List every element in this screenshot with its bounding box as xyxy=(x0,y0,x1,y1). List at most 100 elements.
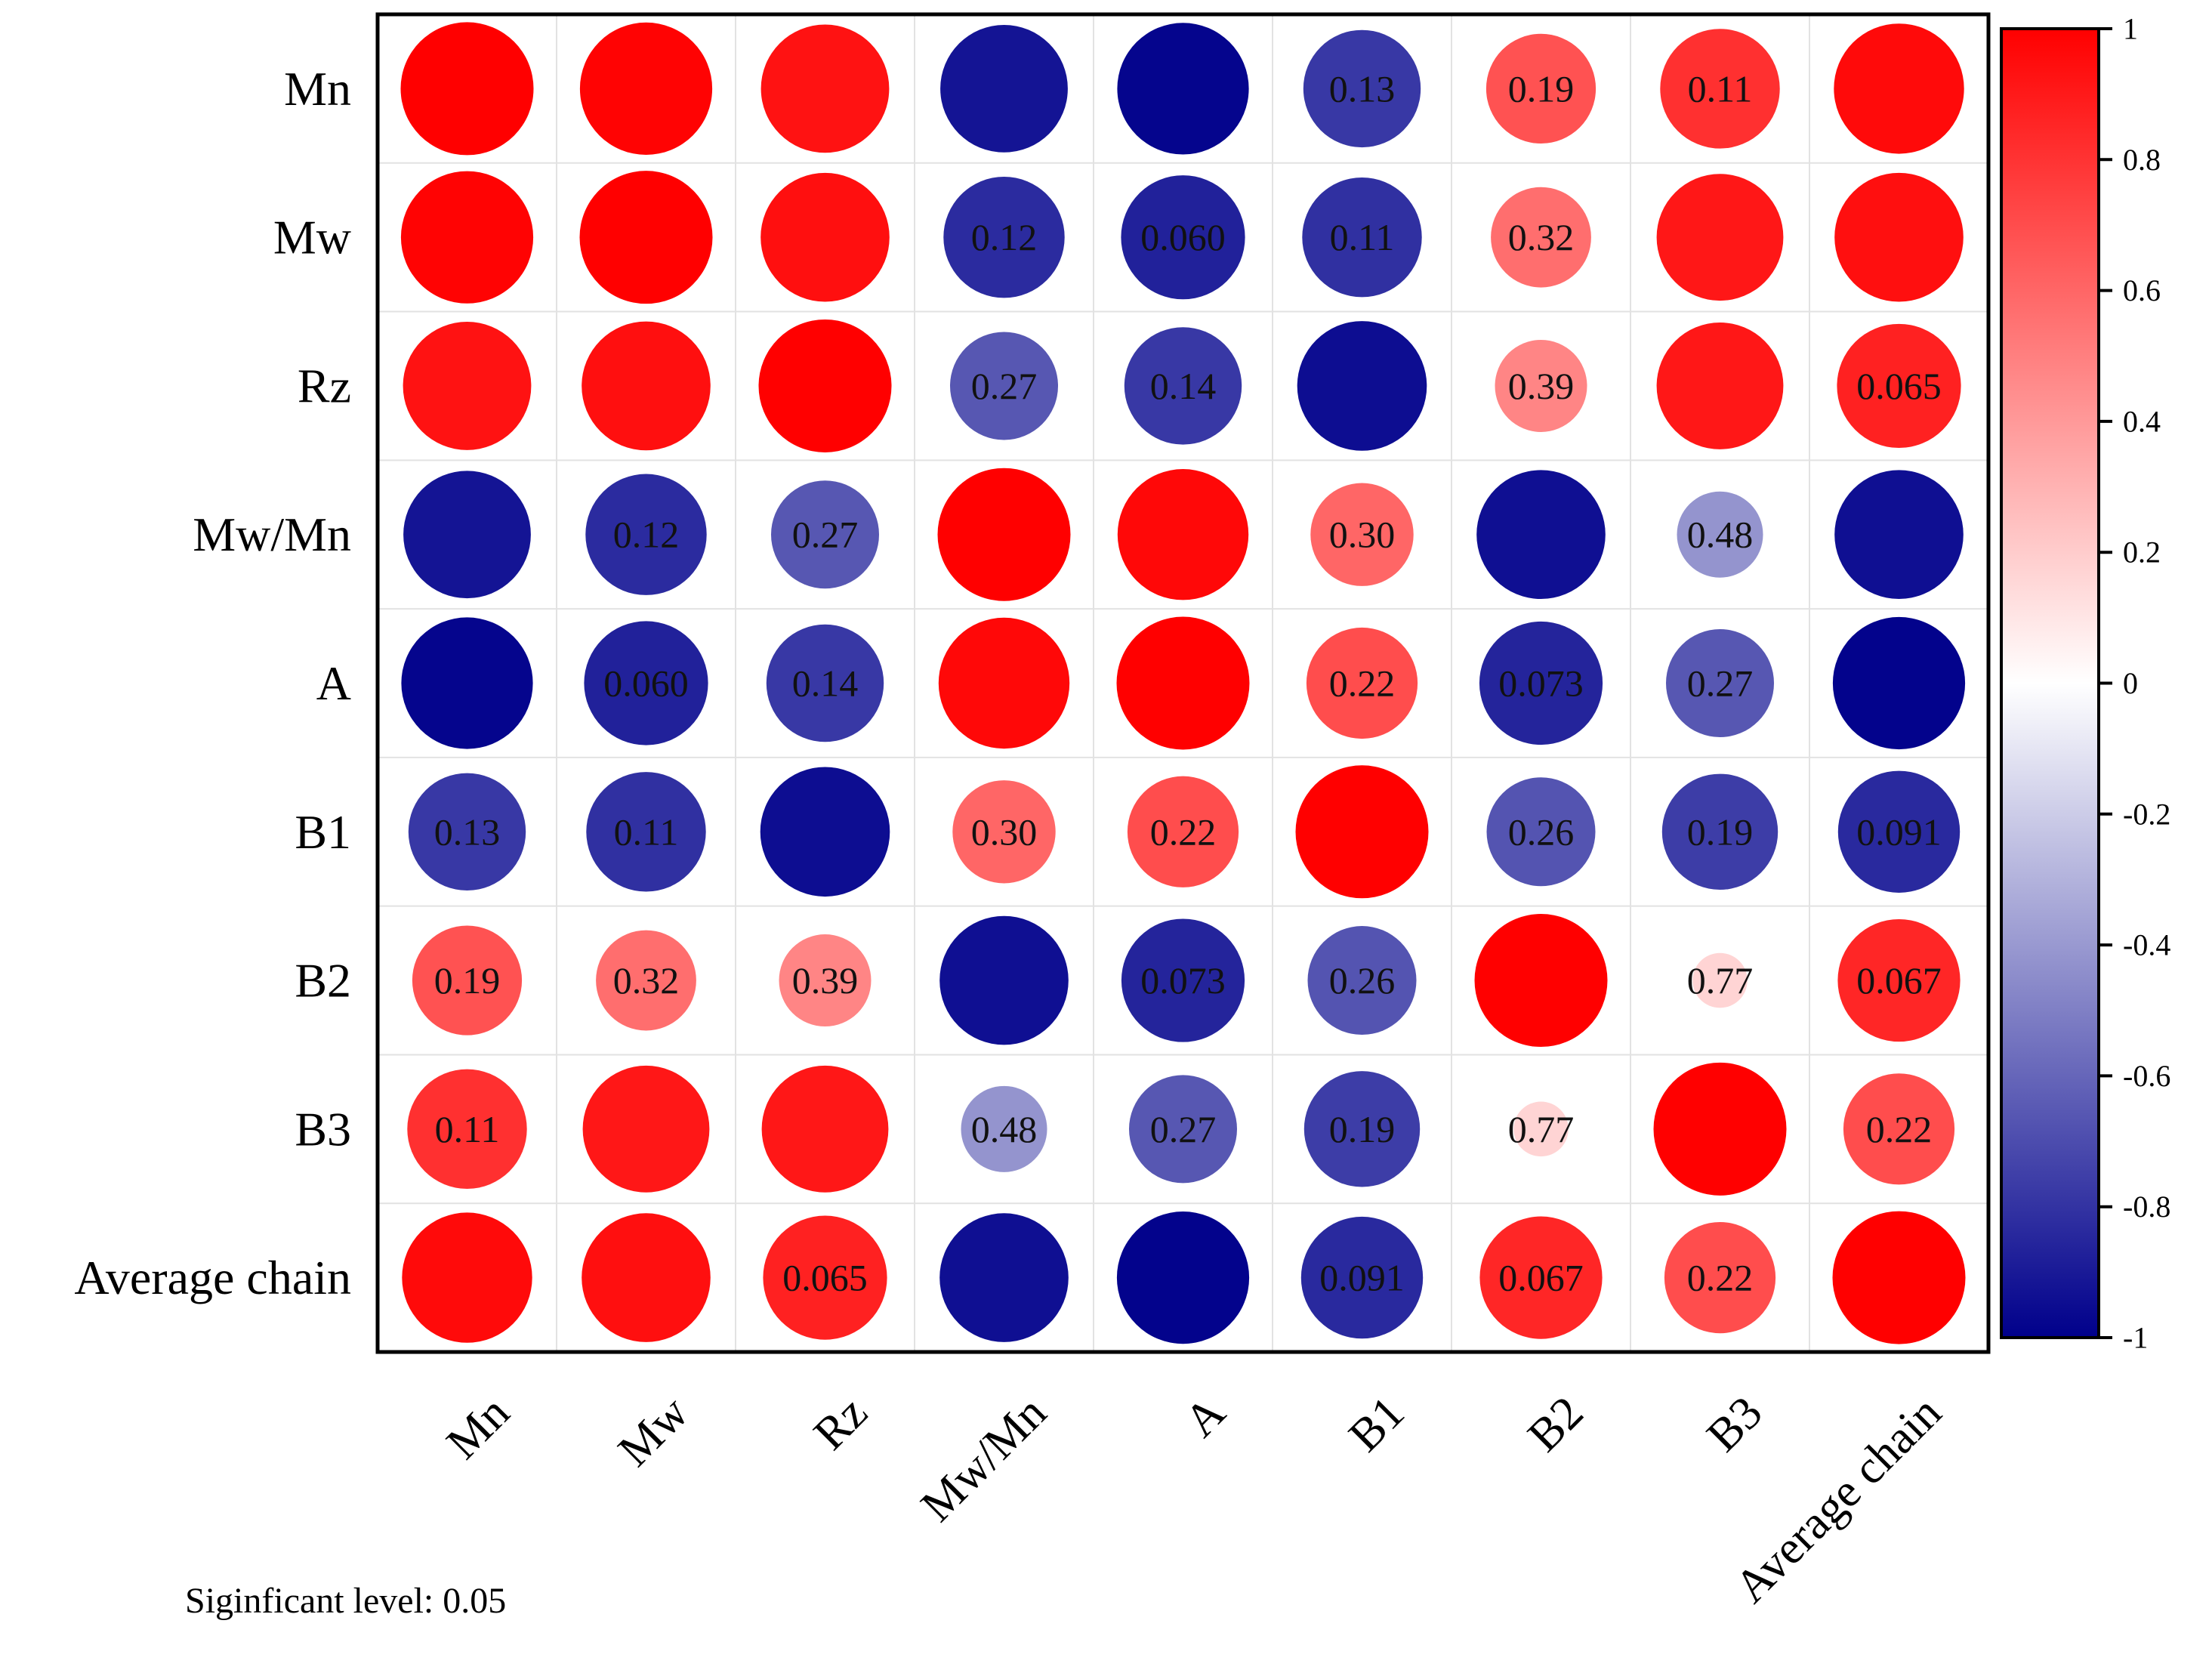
correlation-circle xyxy=(1837,918,1961,1042)
p-value-label: 0.22 xyxy=(1329,662,1396,705)
column-label: B3 xyxy=(1697,1387,1772,1461)
correlation-circle xyxy=(1843,1073,1955,1185)
correlation-circle xyxy=(1306,627,1418,739)
p-value-label: 0.27 xyxy=(792,514,859,556)
p-value-label: 0.067 xyxy=(1498,1257,1584,1299)
correlation-circle xyxy=(1692,952,1748,1008)
significance-note: Siginficant level: 0.05 xyxy=(185,1581,506,1621)
colorbar-tick-label: 0.6 xyxy=(2123,273,2161,307)
row-label: A xyxy=(316,656,351,710)
correlation-circle xyxy=(1117,469,1249,600)
correlation-circle xyxy=(771,480,879,589)
colorbar-tick-label: -0.4 xyxy=(2123,928,2170,962)
p-value-label: 0.067 xyxy=(1856,959,1942,1002)
correlation-circle xyxy=(1660,29,1780,149)
correlation-circle xyxy=(760,172,890,302)
correlation-circle xyxy=(401,617,533,749)
p-value-label: 0.19 xyxy=(1687,810,1754,853)
p-value-label: 0.19 xyxy=(434,959,501,1002)
correlation-circle xyxy=(1121,175,1245,300)
colorbar-tick-label: 0.8 xyxy=(2123,143,2161,177)
correlation-circle xyxy=(1303,29,1421,148)
correlation-circle xyxy=(1129,1075,1237,1184)
row-label: Mn xyxy=(284,62,351,116)
correlation-circle xyxy=(579,22,713,155)
p-value-label: 0.77 xyxy=(1508,1108,1575,1150)
correlation-circle xyxy=(950,332,1058,440)
correlation-circle xyxy=(1834,23,1964,154)
colorbar-tick-label: -0.2 xyxy=(2123,797,2170,831)
p-value-label: 0.065 xyxy=(1856,365,1942,407)
correlation-circle xyxy=(596,930,696,1031)
correlation-circle xyxy=(400,171,534,304)
correlation-circle xyxy=(1307,926,1417,1036)
correlation-circle xyxy=(400,22,534,156)
correlation-circle xyxy=(1297,321,1427,451)
correlation-circle xyxy=(937,468,1071,601)
p-value-label: 0.22 xyxy=(1866,1108,1933,1150)
correlation-circle xyxy=(407,1069,527,1190)
correlation-circle xyxy=(1295,765,1429,899)
p-value-label: 0.27 xyxy=(1150,1108,1217,1150)
p-value-label: 0.27 xyxy=(971,365,1038,407)
correlation-circle xyxy=(403,471,531,599)
p-value-label: 0.39 xyxy=(792,959,859,1002)
correlation-circle xyxy=(1310,483,1414,586)
p-value-label: 0.48 xyxy=(971,1108,1038,1150)
colorbar-tick-label: 0.4 xyxy=(2123,404,2161,438)
row-labels: Mn Mw Rz Mw/Mn A B1 B2 B3 Average chain xyxy=(74,62,351,1304)
matrix-grid xyxy=(378,14,1988,1352)
correlation-circle xyxy=(779,934,872,1027)
p-value-label: 0.14 xyxy=(1150,365,1217,407)
correlation-circle xyxy=(582,1213,711,1342)
p-value-label: 0.060 xyxy=(603,662,689,705)
correlation-circle xyxy=(1661,773,1779,890)
p-value-label: 0.091 xyxy=(1319,1257,1405,1299)
colorbar-tick-label: -0.6 xyxy=(2123,1059,2170,1093)
p-value-label: 0.11 xyxy=(614,810,679,853)
correlation-circle xyxy=(412,925,523,1036)
row-label: Rz xyxy=(298,359,351,412)
correlation-circle xyxy=(1832,1211,1966,1344)
correlation-circle xyxy=(1677,491,1763,578)
correlation-circle xyxy=(1653,1062,1787,1196)
colorbar-tick-label: 0.2 xyxy=(2123,536,2161,569)
correlation-circle xyxy=(408,773,526,890)
p-value-label: 0.77 xyxy=(1687,959,1754,1002)
p-value-label: 0.091 xyxy=(1856,810,1942,853)
correlation-circle xyxy=(1656,174,1784,301)
correlation-circle xyxy=(1303,1071,1421,1187)
p-value-label: 0.30 xyxy=(971,810,1038,853)
correlation-circle xyxy=(961,1085,1047,1172)
p-value-label: 0.13 xyxy=(434,810,501,853)
p-value-label: 0.19 xyxy=(1329,1108,1396,1150)
correlation-circle xyxy=(1121,918,1245,1042)
correlation-circle xyxy=(579,171,713,304)
p-value-label: 0.14 xyxy=(792,662,859,705)
correlation-circle xyxy=(586,772,706,892)
p-value-label: 0.26 xyxy=(1508,810,1575,853)
correlation-circle xyxy=(952,780,1056,884)
correlation-circle xyxy=(1495,339,1587,432)
p-value-label: 0.22 xyxy=(1687,1257,1754,1299)
colorbar-tick-label: 0 xyxy=(2123,666,2138,700)
column-label: B2 xyxy=(1518,1387,1593,1461)
correlation-circle xyxy=(1513,1101,1569,1157)
correlation-circle xyxy=(766,624,884,742)
correlation-circle xyxy=(403,322,532,450)
correlation-circle xyxy=(1116,1211,1250,1344)
column-label: Mw/Mn xyxy=(912,1387,1057,1532)
p-value-label: 0.11 xyxy=(1330,216,1395,258)
p-value-label: 0.11 xyxy=(435,1108,500,1150)
correlation-circle xyxy=(1491,187,1591,288)
p-value-label: 0.073 xyxy=(1498,662,1584,705)
p-value-label: 0.11 xyxy=(1688,67,1753,110)
correlation-circle xyxy=(761,1065,889,1193)
correlation-circle xyxy=(1479,621,1603,745)
p-value-label: 0.060 xyxy=(1140,216,1226,258)
correlation-circle xyxy=(1485,33,1597,144)
correlation-circle xyxy=(1837,770,1961,893)
p-value-label: 0.12 xyxy=(971,216,1038,258)
